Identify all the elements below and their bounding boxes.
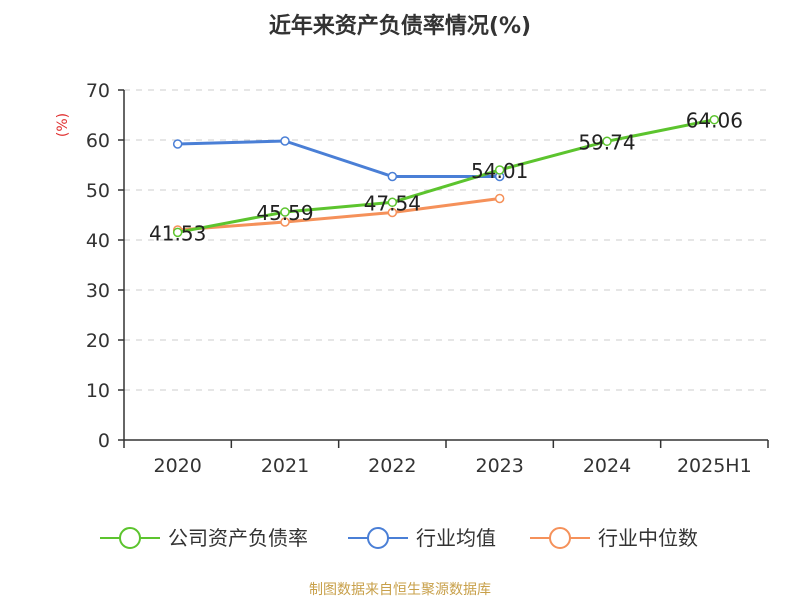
x-tick-label-2025H1: 2025H1 <box>677 455 752 477</box>
y-tick-label-10: 10 <box>86 380 110 402</box>
series-0-point-2024 <box>602 136 612 147</box>
series-0-point-2020 <box>172 227 183 238</box>
y-tick-label-50: 50 <box>86 180 110 202</box>
chart-title: 近年来资产负债率情况(%) <box>269 13 531 39</box>
x-tick-label-2023: 2023 <box>475 455 523 477</box>
source-note: 制图数据来自恒生聚源数据库 <box>309 582 491 598</box>
y-tick-label-30: 30 <box>86 280 110 302</box>
series-layer <box>172 114 720 238</box>
series-1-point-2022 <box>387 171 398 182</box>
y-axis-unit: (%) <box>55 113 71 137</box>
grid <box>124 89 768 391</box>
data-label-2023: 54.01 <box>471 159 528 183</box>
series-0-point-2023 <box>494 165 505 175</box>
legend-label-0: 公司资产负债率 <box>168 526 308 550</box>
legend-label-1: 行业均值 <box>416 526 496 550</box>
series-0-point-2022 <box>387 197 398 208</box>
data-labels: 41.53 45.59 47.54 54.01 59.74 64.06 <box>149 109 743 246</box>
series-line-2 <box>177 197 500 232</box>
series-1-point-2021 <box>280 136 290 146</box>
x-tick-label-2024: 2024 <box>583 455 631 477</box>
series-line-1 <box>177 139 500 178</box>
y-tick-label-20: 20 <box>86 330 110 352</box>
series-1-point-2020 <box>172 139 183 149</box>
series-0-point-2021 <box>280 207 290 217</box>
legend-marker-1 <box>367 527 389 549</box>
y-tick-label-60: 60 <box>86 130 110 152</box>
y-tick-label-70: 70 <box>86 80 110 102</box>
legend-label-2: 行业中位数 <box>598 526 698 550</box>
data-label-2022: 47.54 <box>364 191 421 215</box>
legend-marker-0 <box>119 527 141 549</box>
series-2-point-2022 <box>387 207 398 218</box>
legend: 公司资产负债率 行业均值 行业中位数 <box>100 526 698 550</box>
x-tick-label-2020: 2020 <box>153 455 201 477</box>
series-0-point-2025H1 <box>709 114 720 125</box>
x-tick-label-2022: 2022 <box>368 455 416 477</box>
data-label-2021: 45.59 <box>256 201 313 225</box>
x-tick-label-2021: 2021 <box>261 455 309 477</box>
data-label-2024: 59.74 <box>578 130 635 154</box>
y-tick-label-40: 40 <box>86 230 110 252</box>
series-2-point-2023 <box>494 193 505 204</box>
series-line-0 <box>177 118 715 234</box>
axes: 0 10 20 30 40 50 60 70 2020 2021 2022 2023 2024 2025H… <box>86 80 769 477</box>
data-label-2025H1: 64.06 <box>686 109 743 133</box>
data-label-2020: 41.53 <box>149 221 206 245</box>
series-2-point-2021 <box>280 217 290 227</box>
legend-marker-2 <box>549 527 571 549</box>
y-tick-label-0: 0 <box>98 430 110 452</box>
